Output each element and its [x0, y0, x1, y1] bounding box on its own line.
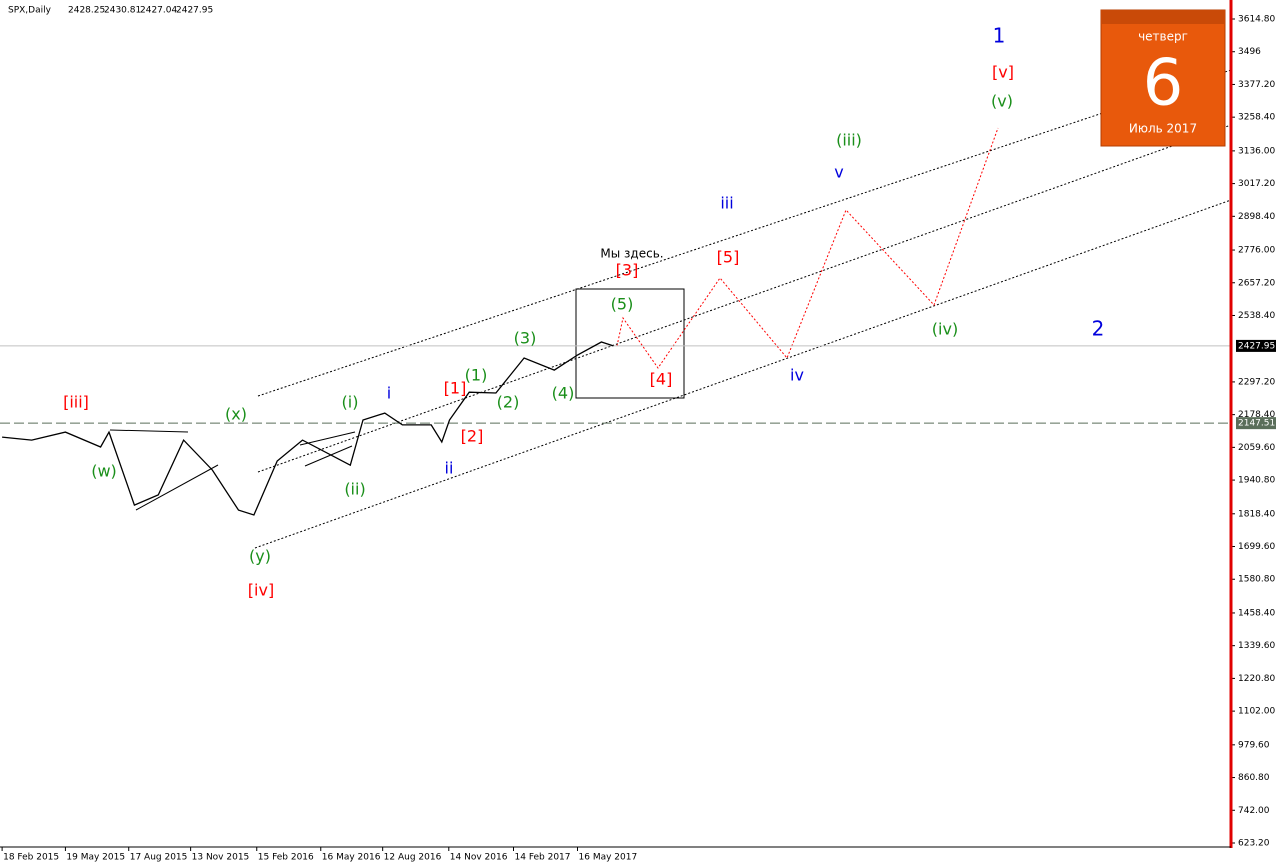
wave-label: 2 [1092, 317, 1105, 341]
pattern-line [135, 464, 219, 511]
y-tick-label: 3377.20 [1238, 80, 1275, 90]
calendar-weekday: четверг [1138, 30, 1188, 44]
y-tick-label: 2898.40 [1238, 212, 1275, 222]
calendar-rings [1101, 10, 1225, 24]
ohlc-value: 2428.25 [68, 6, 105, 16]
y-tick-label: 3136.00 [1238, 146, 1275, 156]
y-tick-label: 860.80 [1238, 773, 1270, 783]
y-tick-label: 742.00 [1238, 806, 1270, 816]
wave-label: [iii] [63, 393, 89, 412]
y-tick-label: 979.60 [1238, 740, 1270, 750]
y-tick-label: 3258.40 [1238, 113, 1275, 123]
ohlc-value: 2427.95 [176, 6, 213, 16]
x-tick-label: 14 Feb 2017 [515, 853, 571, 863]
y-tick-label: 1940.80 [1238, 476, 1275, 486]
y-tick-label: 2059.60 [1238, 443, 1275, 453]
calendar: четверг 6 Июль 2017 [1100, 9, 1226, 147]
x-tick-label: 18 Feb 2015 [3, 853, 59, 863]
x-tick-label: 12 Aug 2016 [384, 853, 442, 863]
wave-label: iv [790, 366, 804, 385]
y-tick-label: 2538.40 [1238, 311, 1275, 321]
wave-label: (y) [249, 547, 271, 566]
pattern-line [304, 445, 353, 467]
x-tick-label: 19 May 2015 [66, 853, 125, 863]
level-label: 2427.95 [1238, 341, 1275, 351]
y-tick-label: 1699.60 [1238, 542, 1275, 552]
y-tick-label: 1818.40 [1238, 509, 1275, 519]
pattern-line [109, 429, 189, 433]
calendar-box [1100, 9, 1226, 147]
wave-label: [iv] [248, 581, 274, 600]
wave-label: [1] [444, 379, 467, 398]
x-tick-label: 16 May 2017 [579, 853, 638, 863]
wave-label: (3) [514, 329, 537, 348]
level-tag [1236, 339, 1276, 352]
price-line [2, 341, 614, 516]
wave-label: (ii) [344, 480, 365, 499]
wave-label: [4] [650, 370, 673, 389]
y-tick-label: 1458.40 [1238, 608, 1275, 618]
x-tick-label: 16 May 2016 [322, 853, 381, 863]
level-tag [1236, 417, 1276, 430]
wave-label: (5) [611, 295, 634, 314]
x-tick-label: 15 Feb 2016 [258, 853, 314, 863]
wave-label: [2] [461, 427, 484, 446]
channel-lower [254, 199, 1232, 549]
channel-middle [257, 124, 1232, 473]
y-tick-label: 3017.20 [1238, 179, 1275, 189]
pattern-line [299, 431, 356, 446]
wave-label: (v) [991, 92, 1013, 111]
y-tick-label: 1580.80 [1238, 575, 1275, 585]
pattern-lines [109, 288, 685, 511]
y-tick-label: 1339.60 [1238, 641, 1275, 651]
wave-label: (1) [465, 366, 488, 385]
calendar-day: 6 [1143, 47, 1184, 121]
wave-label: 1 [993, 24, 1006, 48]
wave-label: [3] [616, 261, 639, 280]
wave-label: [5] [717, 248, 740, 267]
level-label: 2147.51 [1238, 419, 1275, 429]
wave-label: (i) [342, 393, 359, 412]
wave-label: [v] [992, 63, 1014, 82]
y-tick-label: 3496 [1238, 47, 1261, 57]
ohlc-value: 2430.81 [104, 6, 141, 16]
wave-label: iii [720, 194, 733, 213]
y-tick-label: 1102.00 [1238, 707, 1275, 717]
y-tick-label: 2178.40 [1238, 410, 1275, 420]
plot: 3614.80 3496 3377.20 3258.40 3136.00 3017.20 2… [0, 15, 1276, 863]
channel-upper [257, 69, 1232, 397]
wave-label: Мы здесь. [600, 247, 663, 261]
ohlc-value: 2427.04 [140, 6, 177, 16]
channel [254, 69, 1232, 549]
focus-box [575, 288, 685, 399]
y-tick-label: 1220.80 [1238, 674, 1275, 684]
wave-label: i [387, 384, 391, 403]
symbol: SPX,Daily [8, 6, 52, 16]
wave-label: (iv) [932, 320, 958, 339]
y-tick-label: 2657.20 [1238, 278, 1275, 288]
y-tick-label: 2297.20 [1238, 377, 1275, 387]
wave-label: (2) [497, 393, 520, 412]
wave-label: ii [445, 459, 454, 478]
wave-label: v [834, 163, 843, 182]
x-tick-label: 14 Nov 2016 [450, 853, 508, 863]
y-tick-label: 3614.80 [1238, 15, 1275, 25]
wave-label: (iii) [836, 131, 862, 150]
calendar-month: Июль 2017 [1129, 122, 1197, 136]
wave-label: (x) [225, 405, 247, 424]
x-tick-label: 17 Aug 2015 [130, 853, 188, 863]
y-tick-label: 2776.00 [1238, 246, 1275, 256]
wave-label: (4) [552, 384, 575, 403]
wave-label: (w) [91, 462, 117, 481]
x-tick-label: 13 Nov 2015 [192, 853, 250, 863]
y-tick-label: 623.20 [1238, 839, 1270, 849]
